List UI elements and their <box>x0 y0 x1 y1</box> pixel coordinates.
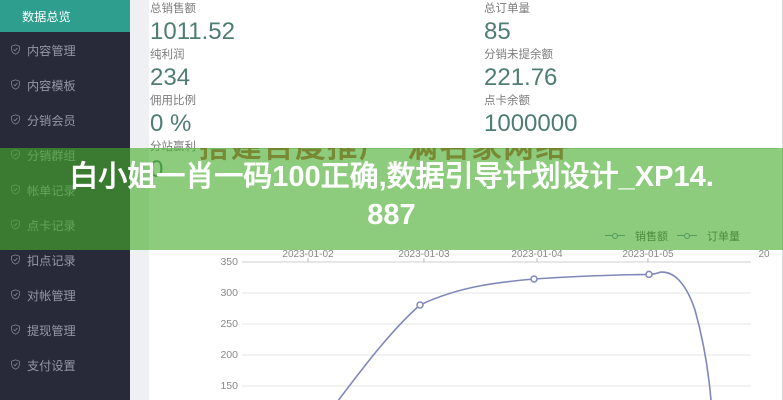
svg-text:150: 150 <box>220 380 238 392</box>
svg-text:350: 350 <box>220 256 238 268</box>
svg-text:2023-01-04: 2023-01-04 <box>511 250 563 260</box>
svg-text:300: 300 <box>220 287 238 299</box>
svg-text:200: 200 <box>220 349 238 361</box>
svg-text:2023-01-02: 2023-01-02 <box>282 250 334 260</box>
svg-text:2023-01-05: 2023-01-05 <box>622 250 674 260</box>
svg-text:2023-01-03: 2023-01-03 <box>398 250 450 260</box>
svg-text:250: 250 <box>220 318 238 330</box>
svg-text:20: 20 <box>758 250 770 260</box>
